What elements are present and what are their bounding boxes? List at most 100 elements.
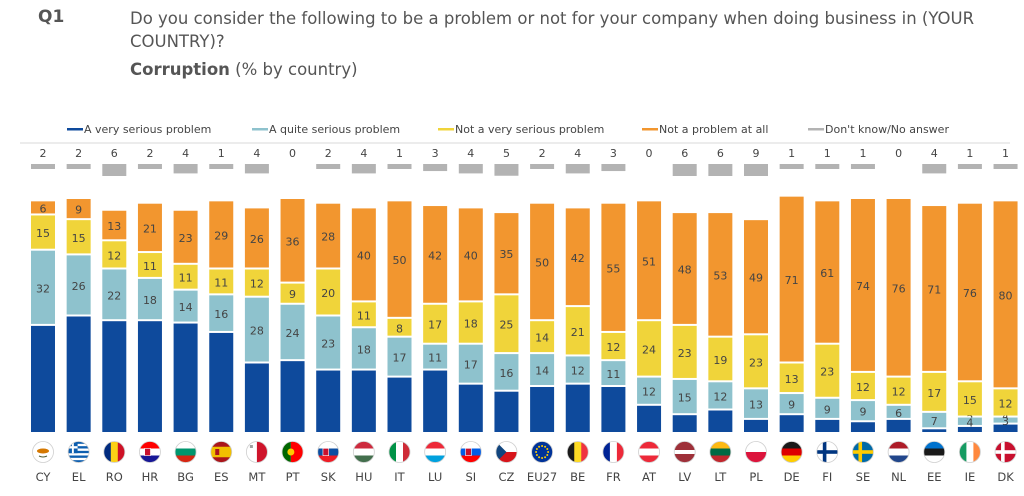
bar-segment bbox=[66, 220, 91, 254]
bar-segment bbox=[66, 199, 91, 219]
data-label-dkna: 1 bbox=[1002, 147, 1009, 160]
bar-group-dk: 43 12 80 1 bbox=[993, 147, 1018, 432]
bar-segment bbox=[66, 255, 91, 315]
bar-group-pt: 31249360 bbox=[280, 147, 305, 432]
flag-se-icon bbox=[852, 441, 874, 463]
flag-lt-icon bbox=[709, 441, 731, 463]
bar-segment bbox=[565, 384, 590, 432]
bar-segment bbox=[31, 250, 55, 324]
bar-segment bbox=[850, 199, 875, 371]
data-label: 24 bbox=[642, 343, 656, 356]
flag-dk-icon bbox=[995, 441, 1017, 463]
flag-nl-icon bbox=[888, 441, 910, 463]
category-label: AT bbox=[642, 470, 657, 484]
bar-group-at: 121224510 bbox=[637, 147, 662, 432]
flag-outline bbox=[245, 441, 268, 463]
flag-eu27-icon bbox=[531, 441, 553, 463]
data-label: 40 bbox=[464, 249, 478, 262]
data-label: 15 bbox=[963, 394, 977, 407]
bar-segment bbox=[708, 213, 733, 336]
flag-outline bbox=[566, 441, 589, 463]
flag-outline bbox=[388, 441, 411, 463]
data-label: 15 bbox=[36, 227, 50, 240]
category-label: IE bbox=[965, 470, 976, 484]
flag-lv-icon bbox=[674, 441, 696, 463]
flag-outline bbox=[459, 441, 482, 463]
data-label-dkna: 1 bbox=[824, 147, 831, 160]
bar-segment bbox=[458, 384, 483, 432]
chart-subtitle: Corruption (% by country) bbox=[130, 60, 358, 79]
bar-segment bbox=[530, 203, 555, 320]
flag-outline bbox=[103, 441, 126, 463]
flag-hr-icon bbox=[139, 441, 161, 463]
category-label: SE bbox=[856, 470, 871, 484]
bar-segment bbox=[637, 321, 662, 376]
bar-group-bg: 471411234 bbox=[173, 147, 198, 432]
bar-segment-dkna bbox=[31, 164, 55, 169]
data-label: 23 bbox=[820, 366, 834, 379]
bar-segment bbox=[637, 201, 662, 320]
bar-group-sk: 272320282 bbox=[316, 147, 341, 432]
flag-ee-icon bbox=[923, 441, 945, 463]
flag-outline bbox=[852, 441, 874, 463]
bar-group-de: 8913711 bbox=[779, 147, 804, 432]
bar-segment bbox=[458, 302, 483, 343]
data-label-dkna: 1 bbox=[788, 147, 795, 160]
bar-segment bbox=[957, 203, 982, 381]
legend-label: A quite serious problem bbox=[269, 123, 400, 136]
bar-segment-dkna bbox=[815, 164, 840, 169]
flag-outline bbox=[32, 441, 54, 463]
data-label-dkna: 2 bbox=[40, 147, 47, 160]
data-label-dkna: 4 bbox=[253, 147, 260, 160]
category-label: NL bbox=[891, 470, 907, 484]
flag-outline bbox=[531, 441, 553, 463]
category-label: RO bbox=[106, 470, 123, 484]
flag-lu-icon bbox=[424, 441, 446, 463]
flag-outline bbox=[602, 441, 625, 463]
flag-de-icon bbox=[781, 441, 803, 463]
legend-swatch bbox=[438, 128, 454, 131]
bar-group-el: 50261592 bbox=[66, 147, 91, 432]
bar-segment bbox=[173, 210, 198, 263]
flag-outline bbox=[816, 441, 839, 463]
flag-outline bbox=[174, 441, 197, 463]
data-label: 12 bbox=[892, 386, 906, 399]
data-label: 29 bbox=[214, 229, 228, 242]
bar-segment bbox=[244, 208, 269, 268]
legend-label: Don't know/No answer bbox=[825, 123, 949, 136]
bar-segment bbox=[886, 419, 911, 432]
bar-segment bbox=[31, 215, 55, 249]
data-label: 16 bbox=[214, 308, 228, 321]
bar-segment-dkna bbox=[850, 164, 875, 169]
data-label: 15 bbox=[72, 232, 86, 245]
category-label: LU bbox=[428, 470, 442, 484]
bar-segment-dkna bbox=[672, 164, 697, 176]
data-label: 53 bbox=[713, 269, 727, 282]
bar-group-it: 24178501 bbox=[387, 147, 412, 432]
bar-segment bbox=[458, 344, 483, 383]
data-label: 18 bbox=[143, 294, 157, 307]
data-label: 28 bbox=[250, 325, 264, 338]
data-label: 4 bbox=[966, 416, 973, 429]
category-label: MT bbox=[248, 470, 266, 484]
bar-segment bbox=[922, 429, 947, 432]
bar-segment bbox=[494, 354, 519, 390]
data-label: 6 bbox=[895, 407, 902, 420]
category-label: SK bbox=[321, 470, 336, 484]
bar-segment-dkna bbox=[922, 164, 947, 174]
flag-outline bbox=[709, 441, 732, 463]
flag-outline bbox=[281, 441, 304, 463]
bar-segment bbox=[280, 361, 305, 432]
bar-group-mt: 302812264 bbox=[244, 147, 269, 432]
bar-group-fi: 6923611 bbox=[815, 147, 840, 432]
bar-group-se: 5912741 bbox=[850, 147, 875, 432]
data-label: 17 bbox=[393, 352, 407, 365]
category-label: EU27 bbox=[527, 470, 557, 484]
bar-segment bbox=[387, 318, 412, 336]
data-label: 42 bbox=[571, 252, 585, 265]
bar-segment bbox=[993, 417, 1018, 423]
data-label: 13 bbox=[785, 373, 799, 386]
flag-fi-icon bbox=[816, 441, 838, 463]
data-label: 8 bbox=[396, 322, 403, 335]
